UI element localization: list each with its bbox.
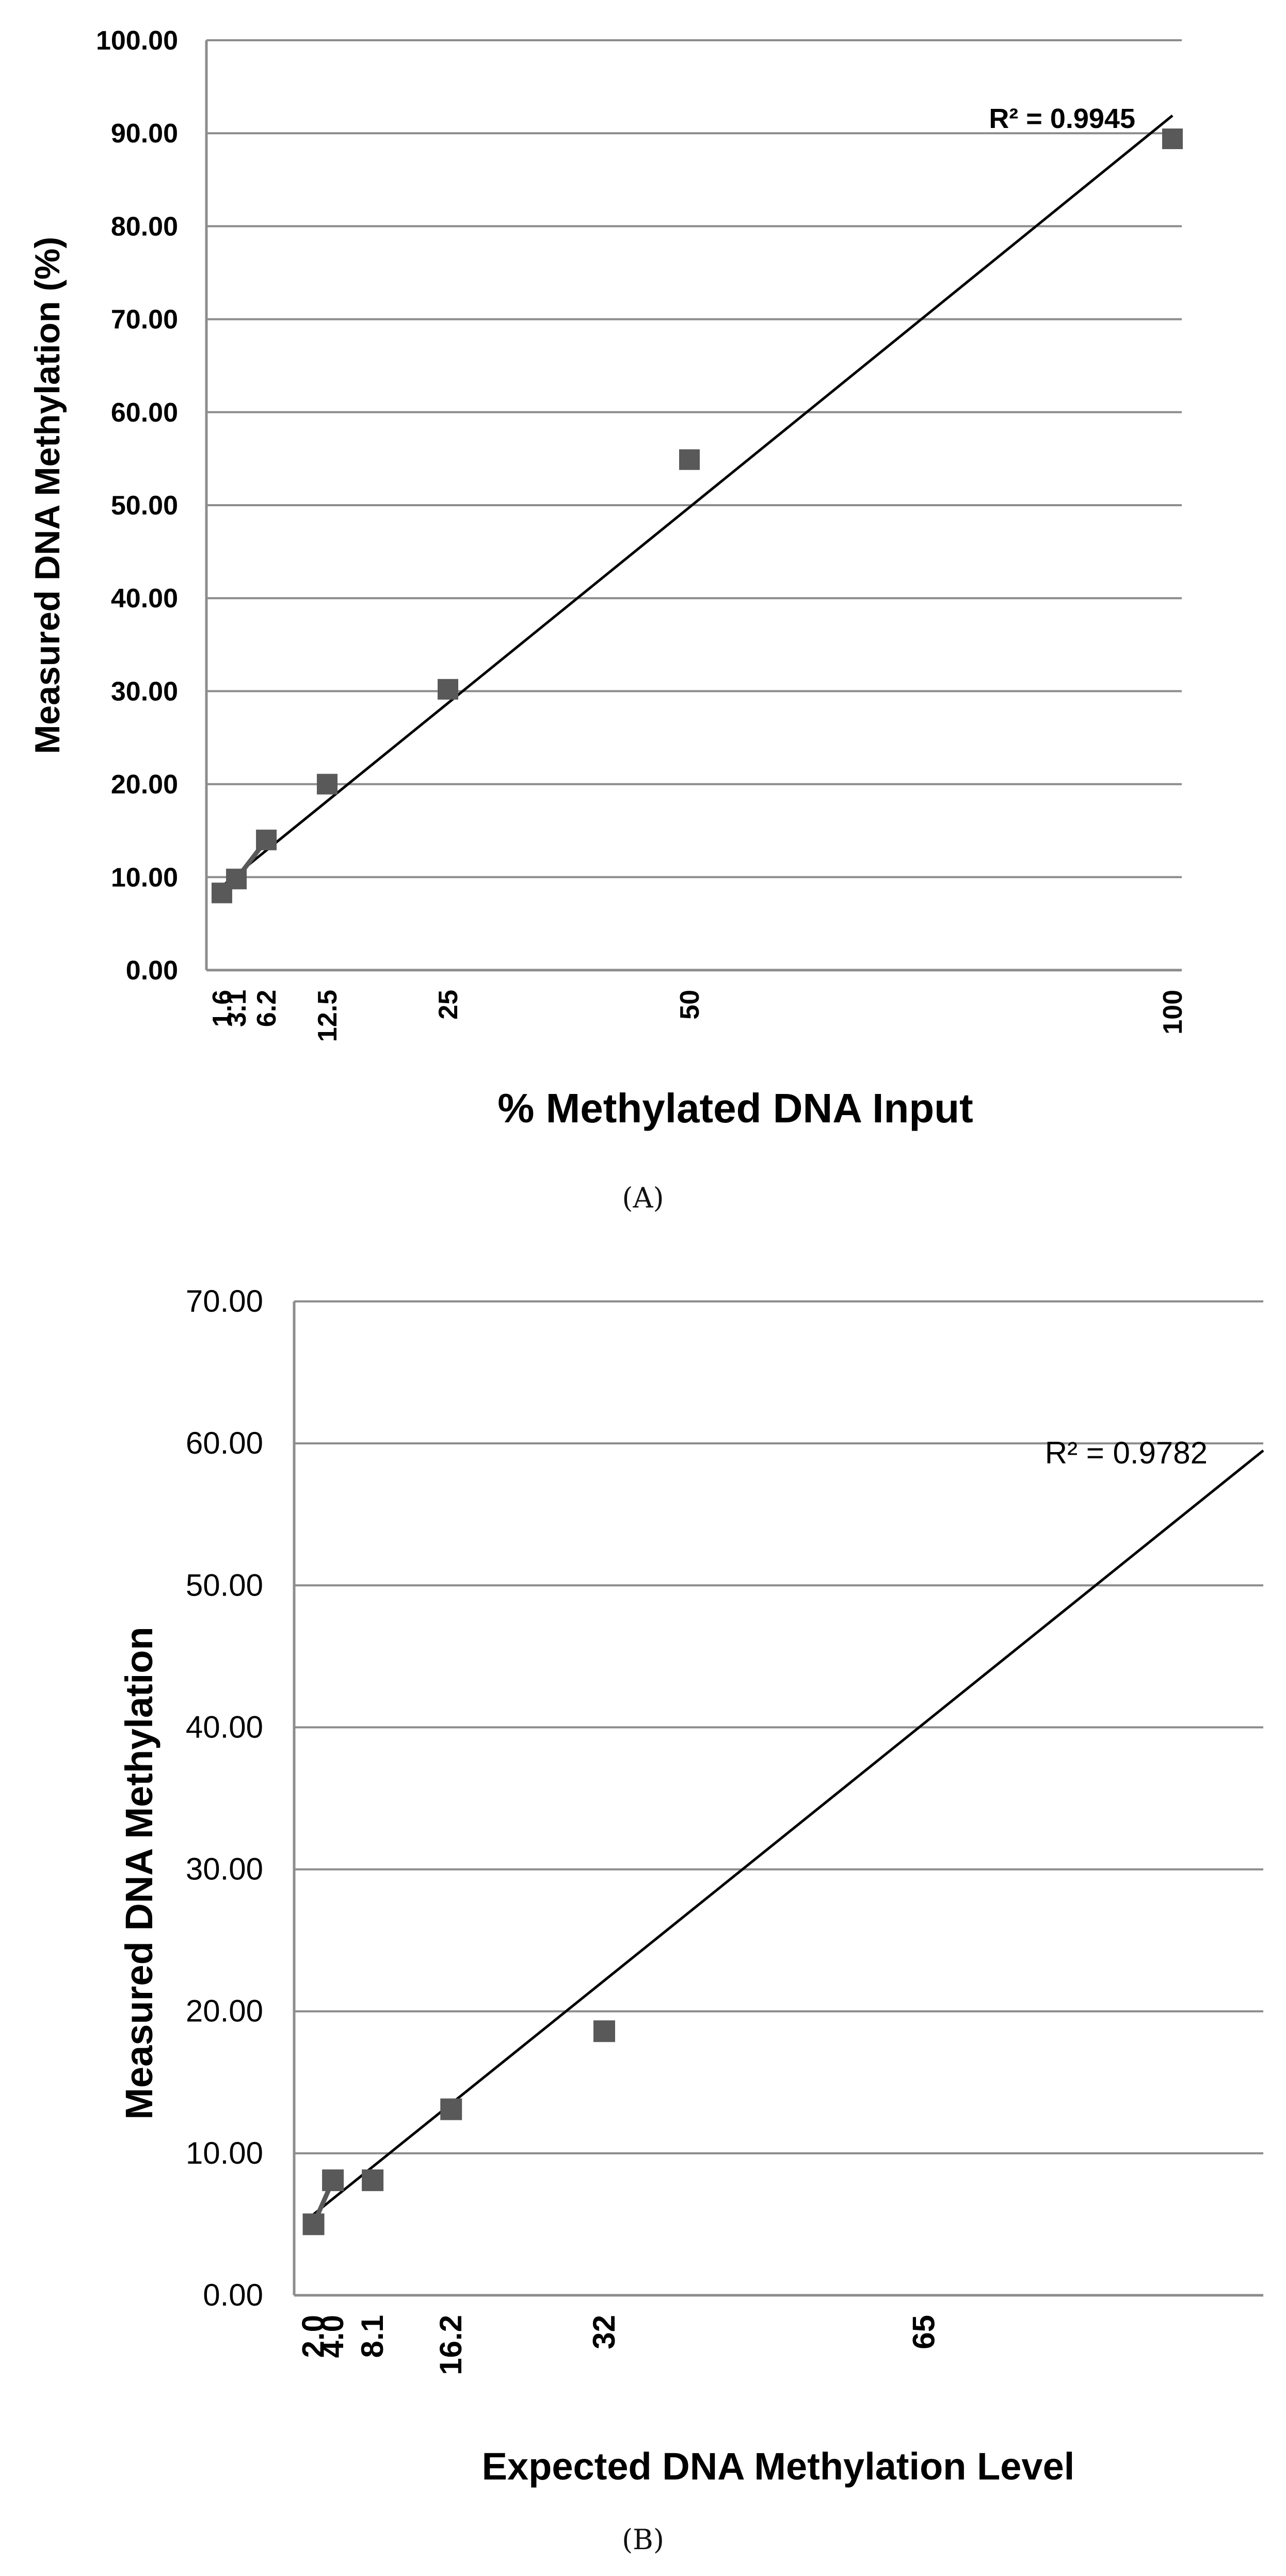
chart-a-gridlines — [206, 39, 1182, 878]
chart-b-data-point — [322, 2169, 344, 2192]
chart-a-data-point — [317, 774, 337, 795]
chart-b-y-tick-label: 60.00 — [186, 1426, 263, 1460]
chart-a-x-tick-label: 12.5 — [313, 990, 343, 1042]
chart-a-y-tick-label: 100.00 — [96, 26, 178, 56]
chart-b-r-squared-label: R² = 0.9782 — [1045, 1436, 1208, 1470]
chart-a-trendline-layer — [221, 115, 1174, 888]
chart-b-y-axis-label: Measured DNA Methylation — [118, 1627, 160, 2119]
chart-a-data-point — [679, 449, 700, 470]
chart-b-y-tick-label: 50.00 — [186, 1568, 263, 1602]
chart-a-axes — [205, 40, 1182, 972]
chart-a-x-tick-label: 25 — [433, 990, 463, 1020]
chart-a-y-tick-label: 40.00 — [111, 584, 178, 614]
chart-b-x-axis-label: Expected DNA Methylation Level — [482, 2445, 1075, 2488]
chart-a-y-tick-label: 80.00 — [111, 212, 178, 242]
chart-a-x-tick-label: 3.1 — [222, 990, 252, 1027]
chart-b-caption: (B) — [622, 2523, 664, 2556]
chart-b-x-tick-label: 8.1 — [355, 2315, 390, 2358]
chart-b-y-tick-label: 10.00 — [186, 2136, 263, 2170]
chart-b-y-tick-label: 70.00 — [186, 1284, 263, 1318]
chart-a-y-tick-label: 20.00 — [111, 770, 178, 800]
chart-a-y-tick-label: 60.00 — [111, 398, 178, 428]
chart-a-data-point — [438, 679, 458, 700]
chart-a-data-point — [256, 829, 277, 850]
chart-a: 0.00 10.00 20.00 30.00 40.00 50.00 60.00 70.00 8… — [28, 26, 1188, 1131]
chart-b-x-tick-label: 2.0 — [296, 2315, 331, 2358]
chart-a-trendline — [221, 115, 1174, 888]
chart-b-y-tick-labels: 0.00 10.00 20.00 30.00 40.00 50.00 60.00 70.00 — [186, 1284, 263, 2312]
chart-b-data-point — [440, 2098, 462, 2120]
chart-a-r-squared-label: R² = 0.9945 — [989, 103, 1135, 134]
chart-a-caption: (A) — [622, 1182, 664, 1214]
chart-a-x-axis-label: % Methylated DNA Input — [497, 1085, 973, 1131]
chart-a-data-point — [1162, 128, 1183, 150]
chart-a-y-tick-label: 0.00 — [126, 956, 178, 986]
chart-b-y-tick-label: 30.00 — [186, 1852, 263, 1887]
chart-b-x-tick-labels: 2.04.0 8.1 16.2 32 65 — [296, 2315, 941, 2375]
chart-b-gridlines — [294, 1300, 1263, 2154]
chart-b-data-point — [362, 2169, 384, 2192]
chart-b: 0.0010.0020.0030.0040.0050.0060.0070.00 … — [118, 1284, 1264, 2488]
chart-b-x-tick-label: 16.2 — [433, 2315, 468, 2375]
chart-a-y-tick-label: 90.00 — [111, 119, 178, 149]
chart-b-y-tick-label: 20.00 — [186, 1994, 263, 2028]
chart-b-x-tick-label: 65 — [907, 2315, 941, 2349]
chart-a-x-tick-label: 1.6 — [207, 990, 237, 1027]
chart-a-x-tick-label: 100 — [1158, 990, 1188, 1035]
chart-a-x-tick-labels: 1.63.1 6.2 12.5 25 50 100 — [207, 990, 1188, 1042]
chart-b-trendline-layer — [312, 1449, 1264, 2216]
chart-a-y-tick-label: 30.00 — [111, 677, 178, 706]
chart-b-y-tick-label: 40.00 — [186, 1710, 263, 1744]
chart-a-x-tick-label: 50 — [675, 990, 705, 1020]
chart-a-y-tick-label: 70.00 — [111, 305, 178, 335]
chart-b-y-tick-label: 0.00 — [203, 2278, 263, 2312]
chart-b-axes — [293, 1301, 1263, 2297]
chart-b-data-point — [302, 2213, 325, 2235]
chart-b-x-tick-label: 32 — [587, 2315, 621, 2349]
chart-a-y-tick-labels: 0.00 10.00 20.00 30.00 40.00 50.00 60.00 70.00 8… — [96, 26, 178, 986]
chart-b-x-tick-label: 4.0 — [315, 2315, 350, 2358]
chart-a-points — [211, 128, 1183, 904]
chart-a-y-tick-label: 10.00 — [111, 863, 178, 893]
chart-a-y-tick-label: 50.00 — [111, 491, 178, 521]
chart-a-x-tick-label: 6.2 — [252, 990, 282, 1027]
chart-b-data-point — [593, 2020, 615, 2042]
chart-b-points — [302, 2020, 615, 2235]
chart-a-data-point — [226, 868, 247, 890]
chart-b-trendline — [312, 1449, 1264, 2216]
chart-a-y-axis-label: Measured DNA Methylation (%) — [28, 237, 67, 754]
